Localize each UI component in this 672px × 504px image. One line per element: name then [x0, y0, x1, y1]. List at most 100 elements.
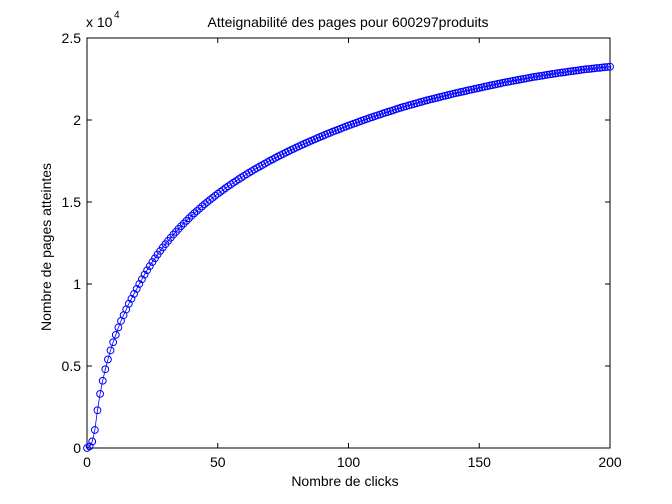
y-tick-label: 2 [73, 112, 81, 128]
y-tick-label: 0 [73, 440, 81, 456]
data-point [509, 76, 518, 85]
data-point [525, 73, 533, 82]
data-point [511, 76, 520, 85]
data-point [582, 65, 591, 74]
y-exponent-base: x 10 [86, 14, 113, 30]
data-point [566, 67, 575, 76]
data-point [90, 426, 99, 434]
data-point [135, 280, 144, 288]
data-point [606, 62, 614, 71]
data-point [98, 376, 107, 385]
data-point [182, 216, 191, 225]
data-point [564, 67, 573, 76]
plot-series [83, 62, 614, 452]
data-point [127, 294, 136, 303]
data-point [111, 330, 120, 339]
data-point [551, 69, 559, 78]
data-point [598, 63, 607, 72]
data-point [470, 85, 478, 93]
y-exponent-power: 4 [114, 10, 120, 21]
data-point [179, 219, 188, 228]
data-point [93, 406, 102, 415]
data-point [600, 63, 609, 72]
data-point [104, 355, 112, 364]
data-point [203, 198, 212, 206]
data-point [96, 389, 104, 398]
data-point [501, 78, 510, 87]
data-point [543, 70, 552, 79]
data-point [553, 69, 562, 77]
data-point [485, 81, 494, 90]
data-point [561, 68, 570, 77]
data-point [195, 204, 204, 213]
data-point [556, 68, 565, 77]
x-tick-label: 100 [337, 454, 361, 470]
data-point [517, 75, 525, 84]
data-point [132, 285, 141, 293]
x-axis-label: Nombre de clicks [291, 473, 398, 489]
data-point [190, 209, 199, 218]
data-point [114, 323, 123, 332]
x-tick-label: 150 [468, 454, 492, 470]
y-axis-label: Nombre de pages atteintes [38, 163, 54, 331]
x-tick-label: 200 [598, 454, 622, 470]
data-point [488, 81, 497, 89]
data-point [506, 77, 515, 86]
data-point [219, 186, 227, 194]
y-tick-label: 2.5 [62, 30, 82, 46]
data-point [457, 88, 465, 96]
data-point [569, 67, 578, 75]
data-point [88, 437, 97, 446]
data-point [574, 66, 583, 75]
data-point [208, 194, 217, 202]
data-point [200, 200, 209, 209]
data-point [519, 74, 528, 83]
data-point [545, 70, 554, 79]
data-point [493, 80, 502, 88]
data-point [585, 65, 593, 73]
data-point [595, 63, 604, 72]
data-point [593, 64, 601, 72]
data-point [130, 289, 138, 298]
data-point [514, 75, 523, 84]
data-point [192, 207, 201, 215]
data-point [464, 86, 473, 95]
data-point [475, 83, 484, 92]
x-tick-label: 0 [83, 454, 91, 470]
data-point [101, 365, 110, 374]
y-tick-label: 1 [73, 276, 81, 292]
data-point [138, 275, 146, 284]
data-point [498, 78, 507, 87]
data-point [590, 64, 599, 73]
data-point [211, 191, 220, 200]
data-point [535, 72, 544, 80]
data-point [185, 214, 193, 223]
data-point [124, 299, 133, 308]
data-point [106, 346, 115, 355]
data-point [143, 266, 152, 275]
data-point [540, 71, 549, 80]
data-point [169, 230, 178, 239]
data-point [213, 189, 222, 198]
data-point [85, 442, 94, 451]
axes-box [86, 37, 611, 449]
chart-title: Atteignabilité des pages pour 600297prod… [208, 14, 489, 30]
data-point [174, 225, 183, 233]
data-point [527, 73, 536, 82]
data-point [579, 65, 588, 74]
axis-ticks: 0 50 100 150 200 0 0.5 1 1.5 2 2.5 [62, 30, 622, 470]
x-tick-label: 50 [210, 454, 226, 470]
y-tick-label: 1.5 [62, 194, 82, 210]
data-point [451, 89, 460, 97]
data-point [538, 71, 546, 80]
data-point [198, 202, 206, 211]
y-tick-label: 0.5 [62, 358, 82, 374]
data-point [504, 77, 512, 86]
data-point [187, 211, 196, 220]
data-point [572, 66, 580, 75]
data-point [522, 74, 531, 83]
data-point [145, 262, 154, 271]
data-point [109, 338, 118, 347]
data-point [530, 72, 539, 81]
data-point [177, 222, 186, 231]
